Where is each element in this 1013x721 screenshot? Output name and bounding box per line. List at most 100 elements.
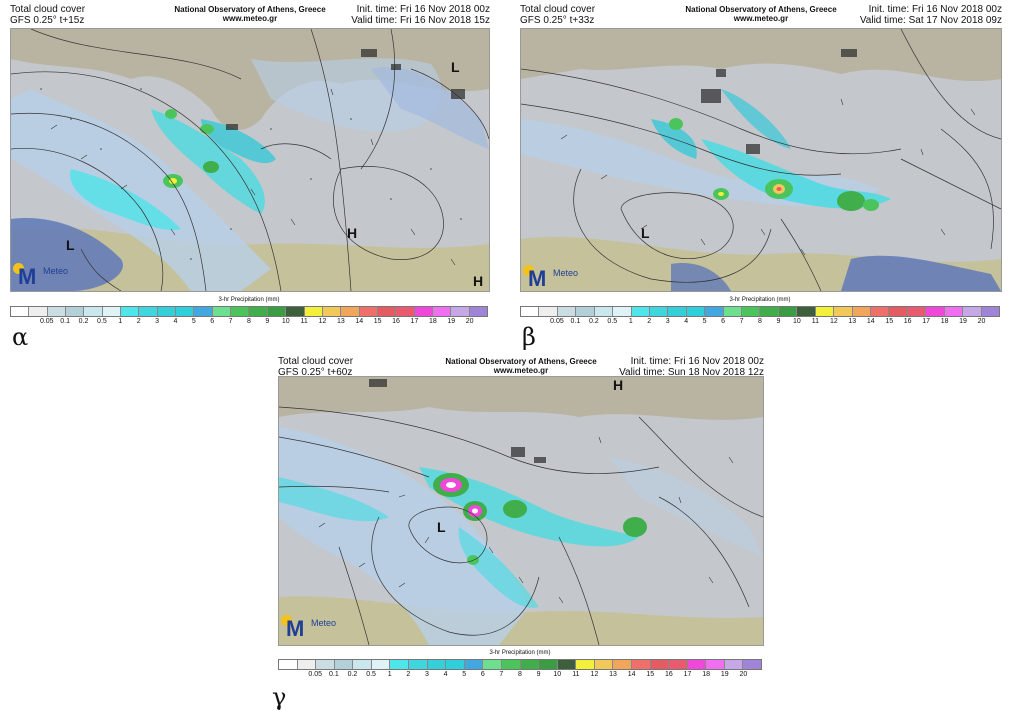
- legend-swatch: [483, 660, 502, 669]
- legend-swatch: [613, 660, 632, 669]
- legend-tick-label: 3: [155, 318, 160, 325]
- sun-icon: [523, 265, 534, 276]
- legend-swatch: [705, 307, 724, 316]
- legend-tick-label: 4: [173, 318, 178, 325]
- legend-swatch: [631, 307, 650, 316]
- legend-tick-label: 10: [793, 318, 801, 325]
- legend-tick-label: 0.05: [308, 671, 323, 678]
- legend-swatch: [409, 660, 428, 669]
- meteo-logo: M Meteo: [281, 615, 353, 641]
- legend-tick-label: 18: [940, 318, 949, 325]
- legend-tick-label: 0.5: [366, 671, 376, 678]
- legend-swatch: [286, 307, 305, 316]
- legend-swatch: [84, 307, 103, 316]
- legend-swatch: [371, 660, 391, 669]
- legend-swatch: [501, 660, 521, 669]
- legend-tick-label: 18: [428, 318, 437, 325]
- legend-swatch: [963, 307, 982, 316]
- legend-swatch: [359, 307, 378, 316]
- meteo-m-icon: M: [286, 616, 305, 641]
- legend-tick-label: 7: [499, 671, 504, 678]
- legend-tick-label: 17: [410, 318, 419, 325]
- legend-tick-label: 4: [443, 671, 448, 678]
- legend-tick-label: 2: [647, 318, 652, 325]
- legend-ticks: 0.05 0.1 0.2 0.5 1 2 3 4 5 6 7 8 9 10 11 12 13 14 15 16 17 18…: [10, 318, 488, 327]
- legend-colorbar: [278, 659, 762, 670]
- legend-tick-label: 5: [462, 671, 467, 678]
- legend-tick-label: 12: [590, 671, 599, 678]
- legend-swatch: [650, 660, 670, 669]
- legend-tick-label: 14: [866, 318, 875, 325]
- precipitation-legend: 3-hr Precipitation (mm) 0.05 0.1 0.2 0.5 1 2 3…: [520, 297, 1000, 329]
- legend-tick-label: 6: [480, 671, 485, 678]
- map-panel-alpha: Total cloud cover GFS 0.25° t+15z Nationa…: [10, 2, 490, 352]
- institution-name: National Observatory of Athens, Greece: [445, 357, 597, 366]
- legend-swatch: [944, 307, 964, 316]
- legend-tick-label: 19: [720, 671, 729, 678]
- legend-swatch: [121, 307, 140, 316]
- legend-swatch: [539, 307, 558, 316]
- map-panel-beta: Total cloud cover GFS 0.25° t+33z Nationa…: [520, 2, 1002, 352]
- legend-swatch: [687, 660, 707, 669]
- meteo-m-icon: M: [528, 266, 547, 291]
- legend-swatch: [686, 307, 706, 316]
- init-time: Init. time: Fri 16 Nov 2018 00z: [630, 356, 764, 367]
- legend-swatch: [981, 307, 999, 316]
- legend-tick-label: 12: [318, 318, 327, 325]
- legend-swatch: [446, 660, 465, 669]
- legend-swatch: [432, 307, 452, 316]
- legend-swatch: [390, 660, 410, 669]
- pressure-low-label: L: [66, 237, 75, 253]
- legend-title: 3-hr Precipitation (mm): [729, 297, 791, 303]
- legend-swatch: [557, 660, 577, 669]
- legend-swatch: [669, 660, 688, 669]
- legend-tick-label: 1: [387, 671, 392, 678]
- legend-tick-label: 20: [739, 671, 748, 678]
- website: www.meteo.gr: [733, 14, 789, 23]
- model-run: GFS 0.25° t+15z: [10, 15, 85, 26]
- legend-tick-label: 16: [665, 671, 673, 678]
- sun-icon: [13, 263, 24, 274]
- legend-swatch: [742, 307, 761, 316]
- legend-swatch: [396, 307, 415, 316]
- legend-tick-label: 14: [627, 671, 636, 678]
- legend-swatch: [414, 307, 433, 316]
- legend-swatch: [521, 307, 540, 316]
- legend-tick-label: 19: [959, 318, 967, 325]
- product-title: Total cloud cover: [278, 356, 354, 367]
- legend-swatch: [834, 307, 853, 316]
- sun-icon: [281, 615, 292, 626]
- legend-swatch: [194, 307, 213, 316]
- legend-tick-label: 14: [355, 318, 364, 325]
- legend-tick-label: 0.05: [39, 318, 54, 325]
- precipitation-legend: 3-hr Precipitation (mm) 0.05 0.1 0.2 0.5 1 2 3…: [10, 297, 488, 329]
- panel-header: Total cloud cover GFS 0.25° t+33z Nationa…: [520, 2, 1002, 28]
- legend-tick-label: 0.1: [60, 318, 71, 325]
- institution-name: National Observatory of Athens, Greece: [685, 5, 837, 14]
- legend-swatch: [377, 307, 397, 316]
- pressure-high-label: H: [347, 225, 358, 241]
- pressure-low-label: L: [641, 225, 650, 241]
- legend-swatch: [557, 307, 577, 316]
- valid-time: Valid time: Sat 17 Nov 2018 09z: [859, 15, 1002, 26]
- legend-tick-label: 1: [118, 318, 123, 325]
- legend-tick-label: 2: [406, 671, 411, 678]
- legend-tick-label: 13: [848, 318, 857, 325]
- legend-title: 3-hr Precipitation (mm): [218, 297, 280, 303]
- legend-swatch: [212, 307, 232, 316]
- legend-swatch: [520, 660, 540, 669]
- legend-swatch: [576, 660, 595, 669]
- legend-tick-label: 16: [392, 318, 400, 325]
- legend-tick-label: 13: [609, 671, 617, 678]
- legend-swatch: [29, 307, 48, 316]
- legend-tick-label: 17: [922, 318, 931, 325]
- panel-label: γ: [272, 683, 287, 711]
- legend-tick-label: 5: [191, 318, 196, 325]
- legend-swatch: [576, 307, 595, 316]
- legend-swatch: [267, 307, 287, 316]
- legend-swatch: [11, 307, 30, 316]
- legend-swatch: [649, 307, 669, 316]
- legend-tick-label: 6: [210, 318, 215, 325]
- legend-tick-label: 4: [684, 318, 689, 325]
- legend-tick-label: 0.5: [97, 318, 107, 325]
